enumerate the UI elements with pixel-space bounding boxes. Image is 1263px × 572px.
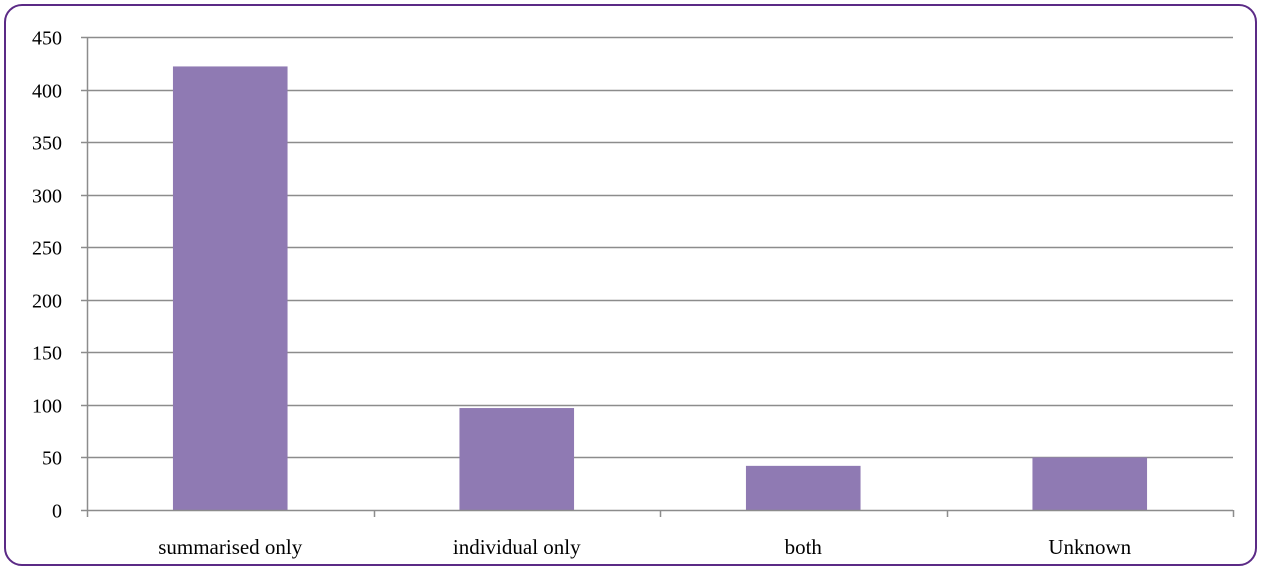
y-tick-label: 250 bbox=[32, 238, 62, 260]
y-tick-label: 300 bbox=[32, 186, 62, 208]
x-tick-label: Unknown bbox=[1048, 535, 1131, 559]
x-tick-label: both bbox=[785, 535, 823, 559]
x-tick-label: summarised only bbox=[158, 535, 303, 559]
y-tick-label: 50 bbox=[42, 448, 62, 470]
labels: 0 50 100 150 200 250 300 350 400 450 summarised on… bbox=[32, 28, 1132, 560]
y-tick-label: 200 bbox=[32, 291, 62, 313]
bar-both bbox=[745, 465, 861, 510]
y-tick-label: 450 bbox=[32, 28, 62, 50]
bar-individual-only bbox=[459, 408, 575, 510]
bars bbox=[172, 66, 1148, 510]
bar-summarised-only bbox=[172, 66, 288, 510]
x-tick-label: individual only bbox=[453, 535, 581, 559]
y-tick-label: 150 bbox=[32, 343, 62, 365]
y-tick-label: 0 bbox=[52, 501, 62, 523]
bar-unknown bbox=[1032, 457, 1148, 510]
y-tick-label: 100 bbox=[32, 396, 62, 418]
y-tick-label: 400 bbox=[32, 81, 62, 103]
axes bbox=[81, 36, 1235, 517]
y-tick-label: 350 bbox=[32, 133, 62, 155]
